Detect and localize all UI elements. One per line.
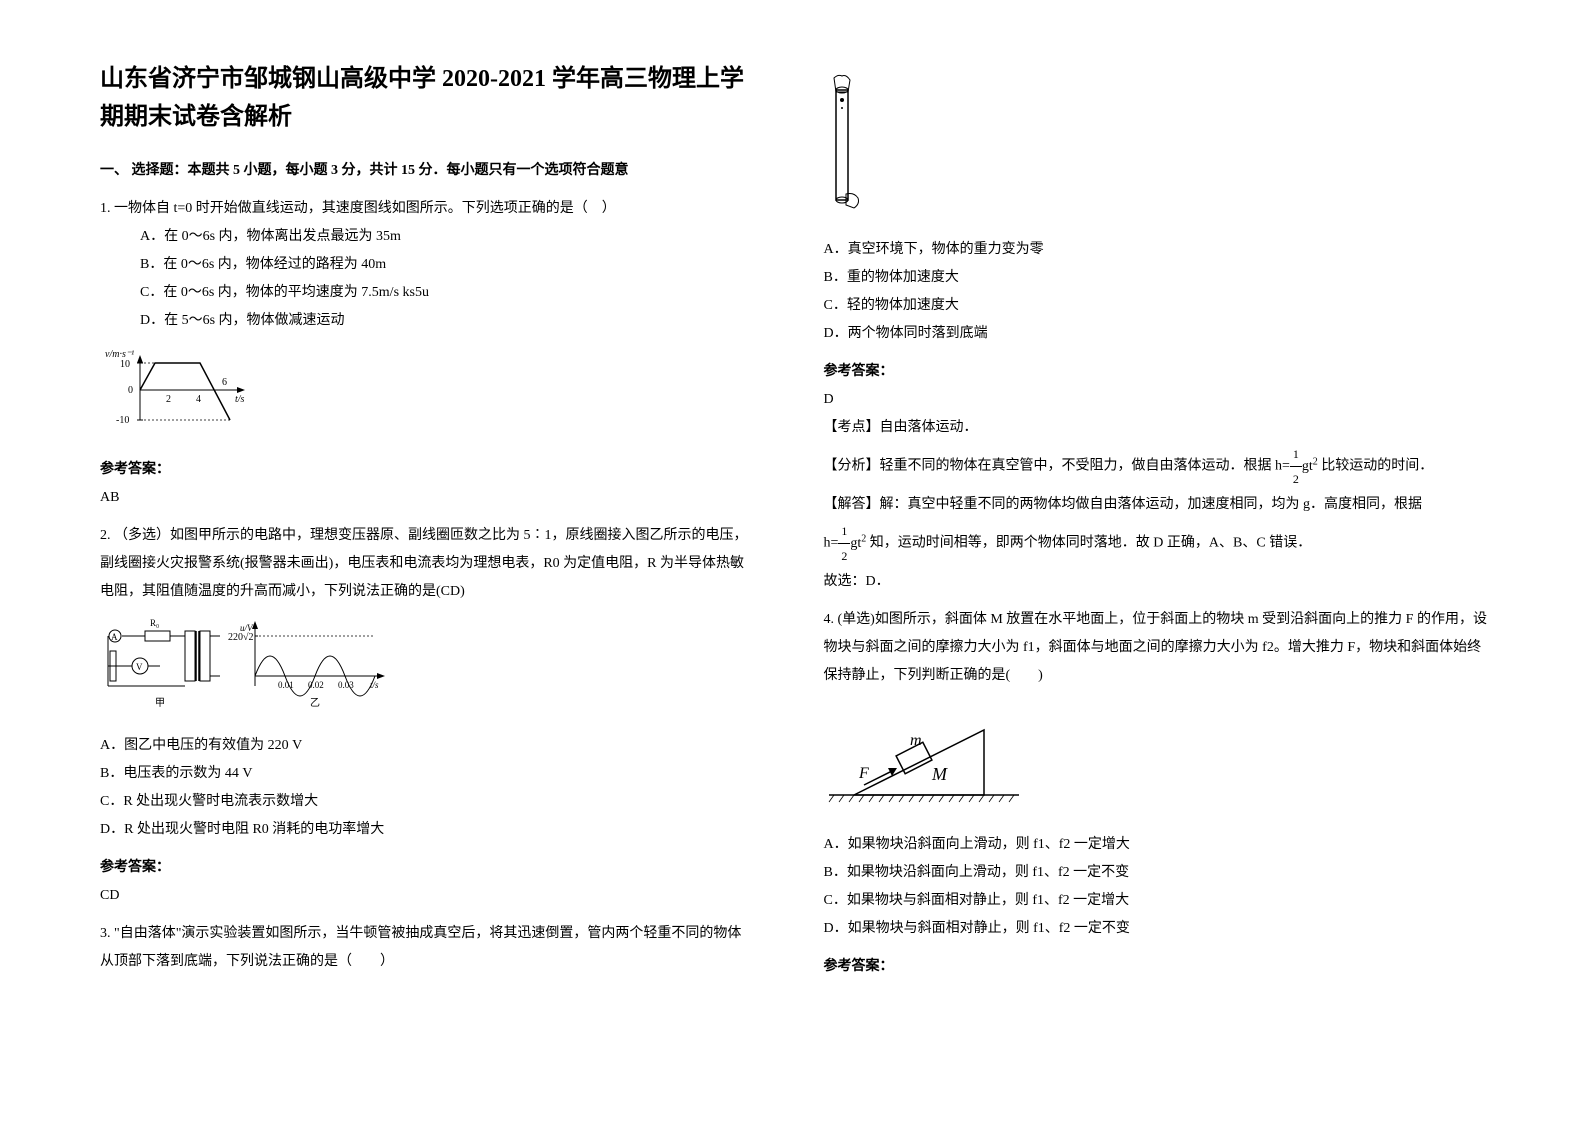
q4-option-c: C．如果物块与斜面相对静止，则 f1、f2 一定增大	[824, 887, 1488, 915]
jieda-label: 【解答】	[824, 497, 880, 512]
formula-gt2-2: gt2	[850, 536, 866, 551]
q3-option-b: B．重的物体加速度大	[824, 264, 1488, 292]
svg-text:m: m	[910, 732, 922, 749]
q1-option-b: B．在 0～6s 内，物体经过的路程为 40m	[140, 251, 754, 279]
q3-option-d: D．两个物体同时落到底端	[824, 320, 1488, 348]
svg-text:6: 6	[222, 377, 227, 388]
q4-stem: 4. (单选)如图所示，斜面体 M 放置在水平地面上，位于斜面上的物块 m 受到…	[824, 606, 1488, 690]
q2-option-b: B．电压表的示数为 44 V	[100, 760, 754, 788]
svg-text:0: 0	[128, 385, 133, 396]
velocity-time-graph: v/m·s⁻¹ 10 0 -10 2 4 6 t/s	[100, 345, 250, 435]
svg-text:220√2: 220√2	[228, 632, 254, 643]
right-column: A．真空环境下，物体的重力变为零 B．重的物体加速度大 C．轻的物体加速度大 D…	[794, 0, 1587, 1122]
fenxi-part2: 比较运动的时间．	[1321, 459, 1433, 474]
svg-text:2: 2	[166, 394, 171, 405]
q3-fenxi-line: 【分析】轻重不同的物体在真空管中，不受阻力，做自由落体运动．根据 h=12gt2…	[824, 442, 1488, 491]
q1-answer-label: 参考答案：	[100, 456, 754, 484]
jieda-part1: 解：真空中轻重不同的两物体均做自由落体运动，加速度相同，均为 g．高度相同，根据	[880, 497, 1423, 512]
svg-text:10: 10	[120, 359, 130, 370]
q2-option-c: C．R 处出现火警时电流表示数增大	[100, 788, 754, 816]
section-header: 一、 选择题：本题共 5 小题，每小题 3 分，共计 15 分．每小题只有一个选…	[100, 157, 754, 185]
fraction-icon-2: 12	[838, 519, 850, 568]
jieda-part3: 知，运动时间相等，即两个物体同时落地．故 D 正确，A、B、C 错误．	[870, 536, 1311, 551]
question-2: 2. （多选）如图甲所示的电路中，理想变压器原、副线圈匝数之比为 5∶1，原线圈…	[100, 522, 754, 910]
svg-text:-10: -10	[116, 415, 129, 426]
q4-answer-label: 参考答案：	[824, 953, 1488, 981]
q1-option-a: A．在 0～6s 内，物体离出发点最远为 35m	[140, 223, 754, 251]
svg-text:乙: 乙	[310, 697, 320, 709]
kaodian-label: 【考点】	[824, 420, 880, 435]
q2-stem: 2. （多选）如图甲所示的电路中，理想变压器原、副线圈匝数之比为 5∶1，原线圈…	[100, 522, 754, 606]
svg-text:0.01: 0.01	[278, 680, 294, 690]
svg-text:甲: 甲	[155, 698, 165, 709]
q2-option-a: A．图乙中电压的有效值为 220 V	[100, 732, 754, 760]
q1-stem: 1. 一物体自 t=0 时开始做直线运动，其速度图线如图所示。下列选项正确的是（…	[100, 195, 754, 223]
q4-option-b: B．如果物块沿斜面向上滑动，则 f1、f2 一定不变	[824, 859, 1488, 887]
fenxi-part1: 轻重不同的物体在真空管中，不受阻力，做自由落体运动．根据 h=	[880, 459, 1290, 474]
svg-text:A: A	[111, 632, 118, 642]
question-3-stem: 3. "自由落体"演示实验装置如图所示，当牛顿管被抽成真空后，将其迅速倒置，管内…	[100, 920, 754, 976]
svg-text:t/s: t/s	[235, 394, 245, 405]
q1-option-c: C．在 0～6s 内，物体的平均速度为 7.5m/s ks5u	[140, 279, 754, 307]
q3-answer: D	[824, 386, 1488, 414]
q4-incline-diagram: M m F	[824, 700, 1488, 821]
q3-jieda-line2: h=12gt2 知，运动时间相等，即两个物体同时落地．故 D 正确，A、B、C …	[824, 519, 1488, 568]
svg-text:4: 4	[196, 394, 201, 405]
q2-answer: CD	[100, 882, 754, 910]
q3-jieda-line1: 【解答】解：真空中轻重不同的两物体均做自由落体运动，加速度相同，均为 g．高度相…	[824, 491, 1488, 519]
inclined-plane: M m F	[824, 700, 1024, 810]
svg-text:0.03: 0.03	[338, 680, 354, 690]
q2-answer-label: 参考答案：	[100, 854, 754, 882]
svg-text:M: M	[931, 764, 948, 784]
q3-stem: 3. "自由落体"演示实验装置如图所示，当牛顿管被抽成真空后，将其迅速倒置，管内…	[100, 920, 754, 976]
document-title: 山东省济宁市邹城钢山高级中学 2020-2021 学年高三物理上学期期末试卷含解…	[100, 60, 754, 137]
q3-tube-diagram	[824, 70, 1488, 226]
newton-tube	[824, 70, 864, 215]
q2-circuit-diagram: A R₀ V	[100, 616, 754, 722]
question-1: 1. 一物体自 t=0 时开始做直线运动，其速度图线如图所示。下列选项正确的是（…	[100, 195, 754, 512]
q3-jieda-final: 故选：D．	[824, 568, 1488, 596]
transformer-circuit: A R₀ V	[100, 616, 390, 711]
svg-text:0.02: 0.02	[308, 680, 324, 690]
q4-option-d: D．如果物块与斜面相对静止，则 f1、f2 一定不变	[824, 915, 1488, 943]
kaodian-text: 自由落体运动．	[880, 420, 978, 435]
fenxi-label: 【分析】	[824, 459, 880, 474]
q4-option-a: A．如果物块沿斜面向上滑动，则 f1、f2 一定增大	[824, 831, 1488, 859]
fraction-icon: 12	[1290, 442, 1302, 491]
question-4: 4. (单选)如图所示，斜面体 M 放置在水平地面上，位于斜面上的物块 m 受到…	[824, 606, 1488, 981]
q1-answer: AB	[100, 484, 754, 512]
svg-text:R₀: R₀	[150, 618, 159, 628]
svg-text:V: V	[136, 662, 143, 672]
q3-answer-label: 参考答案：	[824, 358, 1488, 386]
q3-kaodian-line: 【考点】自由落体运动．	[824, 414, 1488, 442]
q1-option-d: D．在 5～6s 内，物体做减速运动	[140, 307, 754, 335]
formula-gt2: gt2	[1302, 459, 1318, 474]
svg-text:F: F	[858, 765, 869, 782]
left-column: 山东省济宁市邹城钢山高级中学 2020-2021 学年高三物理上学期期末试卷含解…	[0, 0, 794, 1122]
q1-velocity-graph: v/m·s⁻¹ 10 0 -10 2 4 6 t/s	[100, 345, 754, 446]
q3-option-a: A．真空环境下，物体的重力变为零	[824, 236, 1488, 264]
svg-text:t/s: t/s	[370, 680, 379, 690]
jieda-part2: h=	[824, 536, 839, 551]
q3-option-c: C．轻的物体加速度大	[824, 292, 1488, 320]
q2-option-d: D．R 处出现火警时电阻 R0 消耗的电功率增大	[100, 816, 754, 844]
